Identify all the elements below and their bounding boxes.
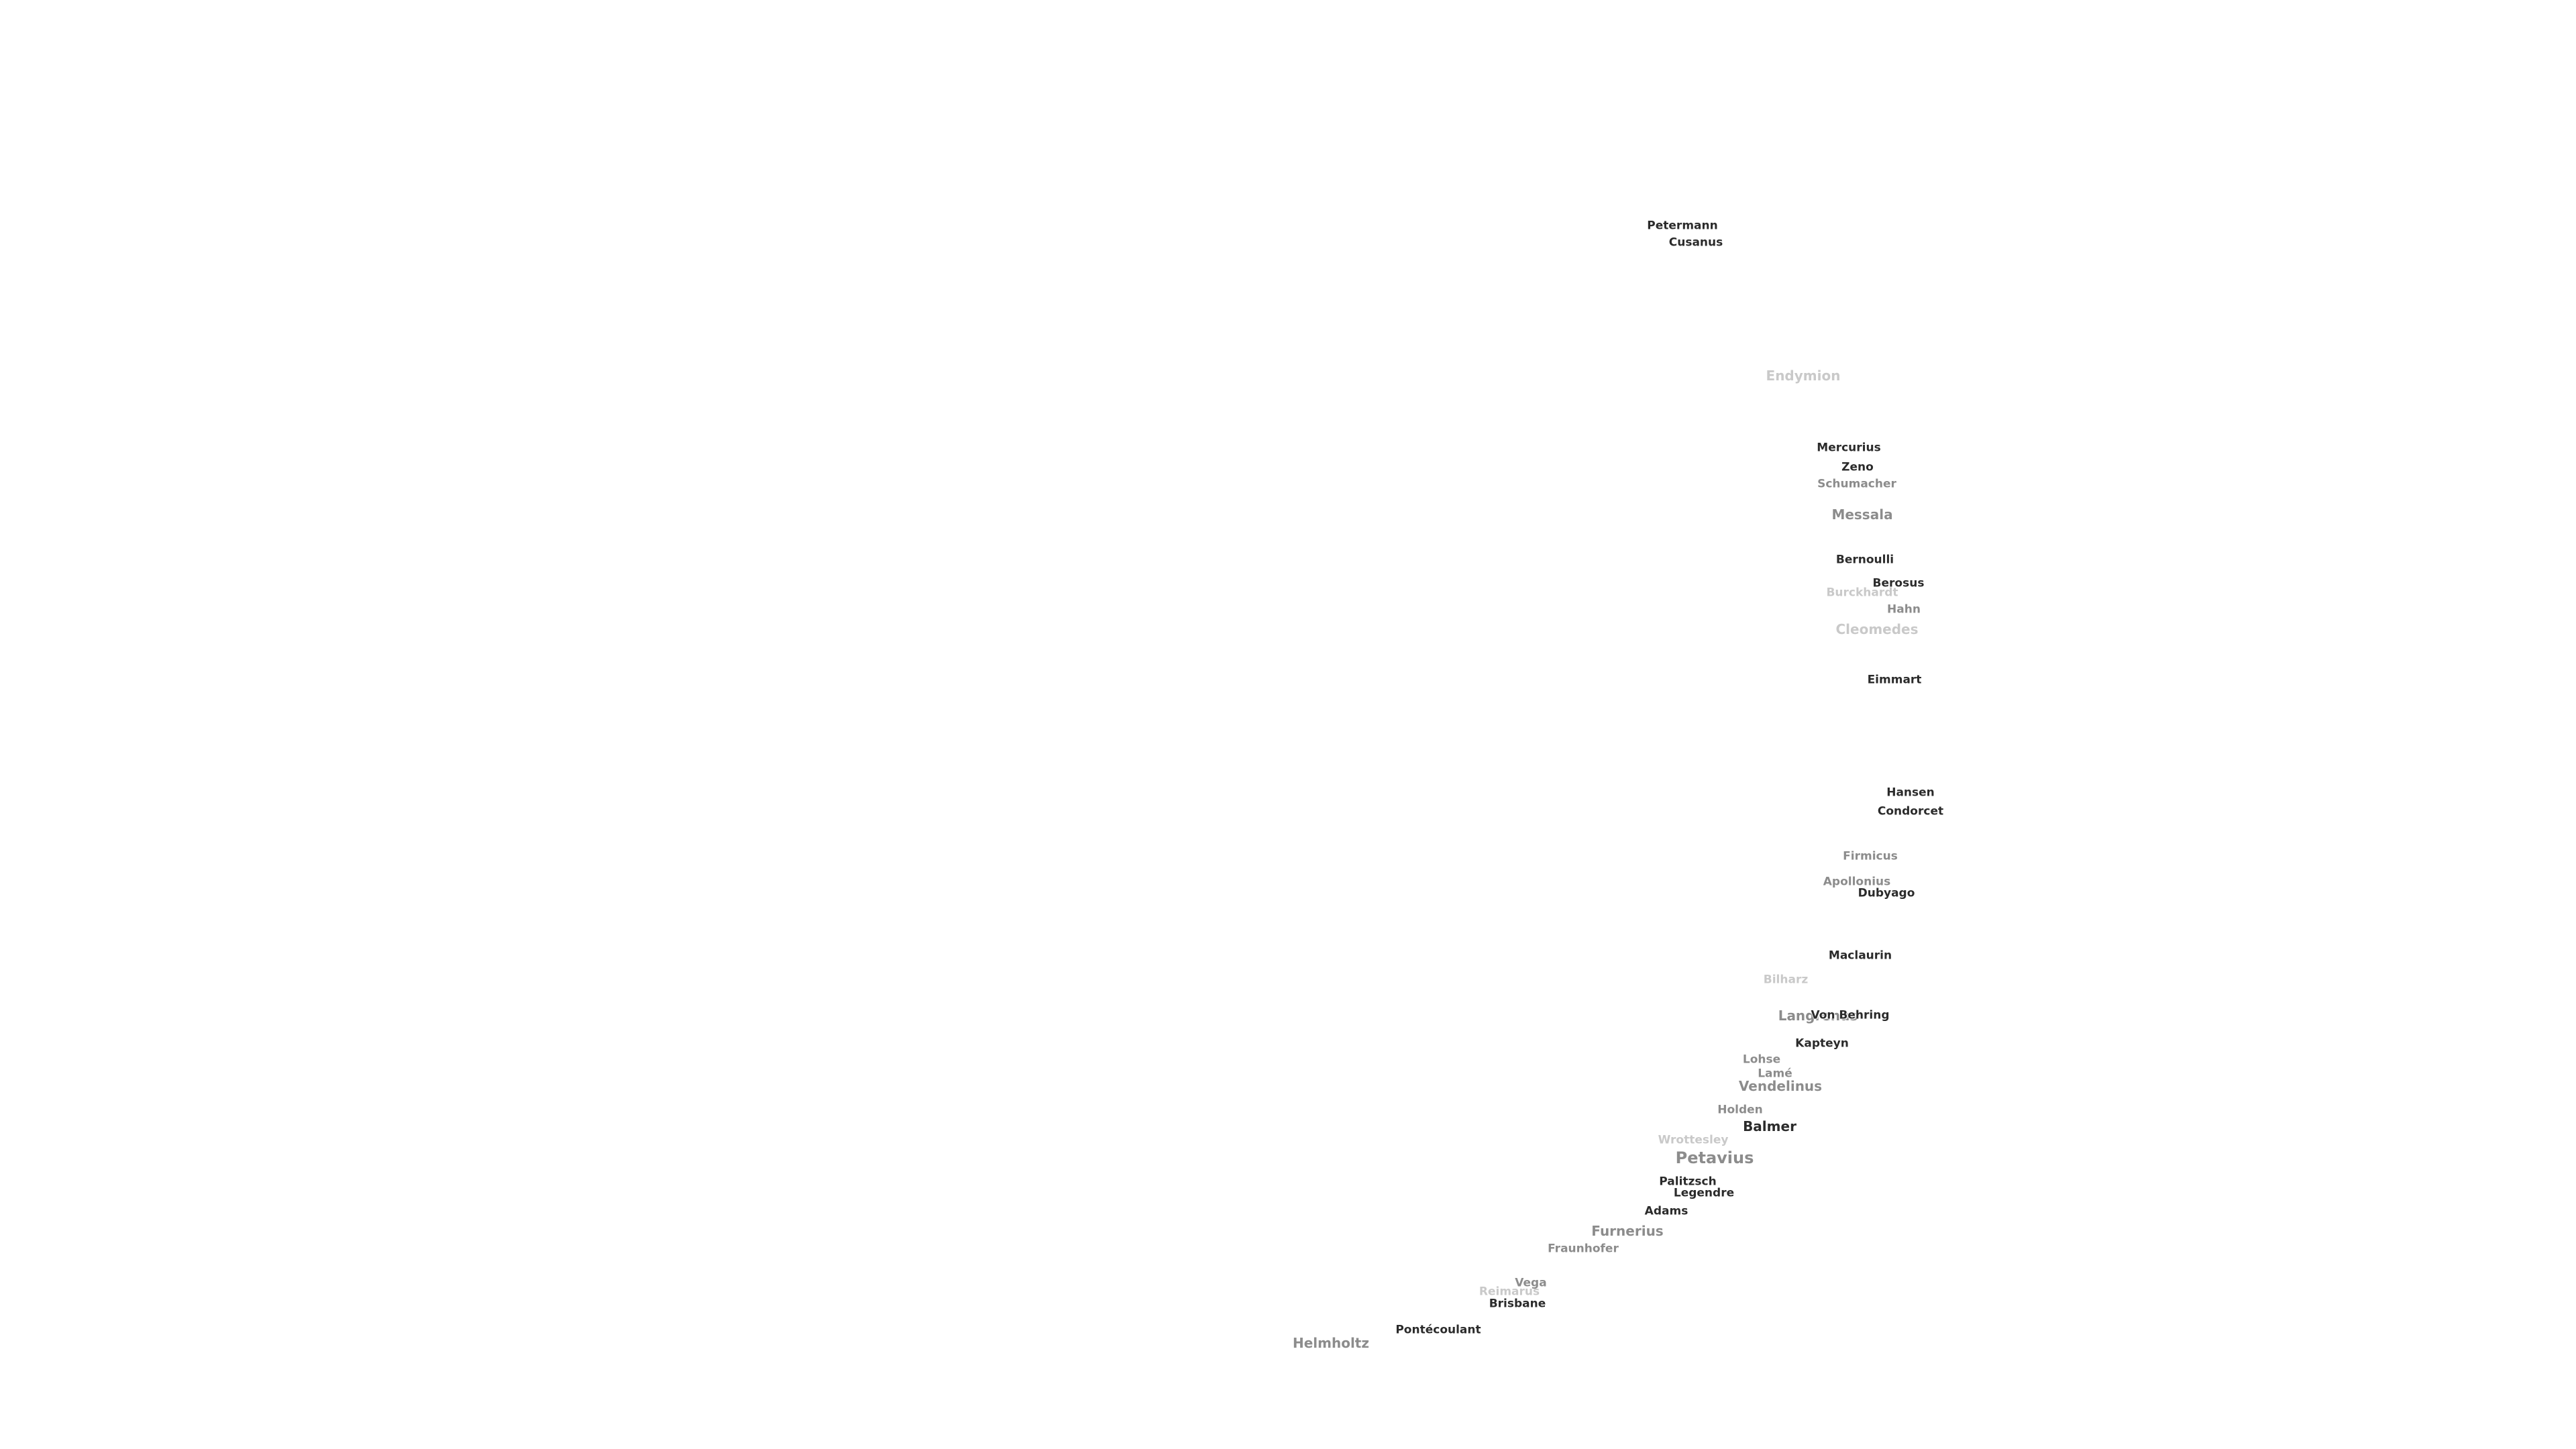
crater-label-vendelinus: Vendelinus [1738,1078,1823,1094]
crater-label-maclaurin: Maclaurin [1828,949,1892,963]
crater-label-endymion: Endymion [1766,368,1841,384]
crater-label-pontecoulant: Pontécoulant [1395,1323,1481,1337]
crater-label-von-behring: Von Behring [1811,1008,1890,1022]
crater-label-bilharz: Bilharz [1763,973,1809,987]
crater-label-firmicus: Firmicus [1843,849,1898,863]
crater-label-furnerius: Furnerius [1591,1223,1664,1239]
crater-label-berosus: Berosus [1872,576,1925,590]
crater-label-legendre: Legendre [1673,1186,1735,1200]
crater-label-holden: Holden [1717,1103,1763,1117]
crater-label-balmer: Balmer [1743,1118,1796,1134]
crater-label-burckhardt: Burckhardt [1826,586,1898,600]
crater-label-schumacher: Schumacher [1817,477,1896,491]
crater-label-condorcet: Condorcet [1877,804,1944,818]
crater-label-petermann: Petermann [1647,219,1718,233]
crater-label-dubyago: Dubyago [1858,886,1915,900]
crater-label-palitzsch: Palitzsch [1659,1175,1717,1189]
crater-label-reimarus: Reimarus [1479,1285,1540,1299]
crater-label-lohse: Lohse [1742,1053,1781,1067]
crater-label-apollonius: Apollonius [1823,875,1891,889]
crater-label-brisbane: Brisbane [1489,1297,1546,1311]
crater-label-hansen: Hansen [1886,786,1935,800]
crater-label-mercurius: Mercurius [1817,441,1881,455]
crater-label-messala: Messala [1831,506,1893,523]
crater-label-eimmart: Eimmart [1867,673,1922,687]
crater-label-adams: Adams [1644,1204,1688,1218]
crater-label-cusanus: Cusanus [1668,235,1723,250]
crater-label-cleomedes: Cleomedes [1835,621,1919,637]
crater-label-lame: Lamé [1758,1067,1792,1081]
crater-label-langrenus: Langrenus [1778,1008,1858,1024]
crater-label-hahn: Hahn [1887,602,1921,616]
crater-label-zeno: Zeno [1841,460,1874,474]
crater-label-kapteyn: Kapteyn [1795,1036,1849,1051]
crater-label-bernoulli: Bernoulli [1835,553,1894,567]
crater-label-helmholtz: Helmholtz [1292,1335,1370,1351]
crater-label-vega: Vega [1515,1276,1547,1290]
crater-label-fraunhofer: Fraunhofer [1548,1242,1619,1256]
crater-label-petavius: Petavius [1675,1148,1754,1167]
crater-label-wrottesley: Wrottesley [1658,1133,1729,1147]
